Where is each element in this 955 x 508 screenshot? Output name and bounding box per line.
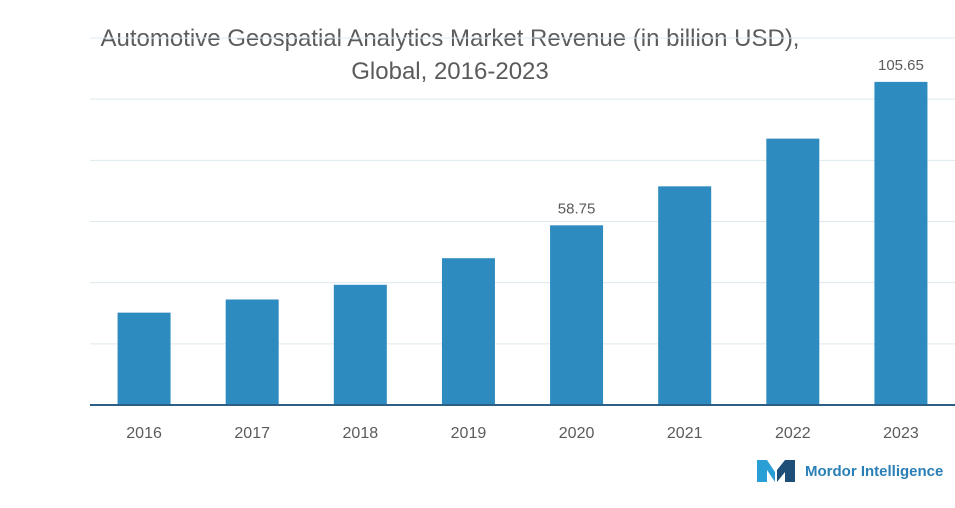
- mordor-logo-icon: [757, 460, 795, 482]
- bar-2023: [874, 81, 928, 405]
- brand-logo: Mordor Intelligence: [757, 458, 943, 484]
- x-tick-2023: 2023: [883, 425, 919, 442]
- data-label-2020: 58.75: [558, 200, 596, 217]
- x-tick-2022: 2022: [775, 425, 811, 442]
- gridlines: [90, 37, 955, 345]
- x-tick-2019: 2019: [451, 425, 487, 442]
- bars: [117, 81, 928, 405]
- bar-2021: [658, 186, 712, 405]
- bar-2022: [766, 138, 820, 405]
- x-tick-2018: 2018: [343, 425, 379, 442]
- x-tick-2017: 2017: [234, 425, 270, 442]
- bar-2016: [117, 312, 171, 405]
- data-label-2023: 105.65: [878, 57, 924, 74]
- bar-2017: [225, 299, 279, 405]
- x-tick-2016: 2016: [126, 425, 162, 442]
- bar-2019: [441, 258, 495, 405]
- bar-2020: [550, 225, 604, 405]
- chart-subtitle: Global, 2016-2023: [351, 58, 549, 85]
- bar-2018: [333, 284, 387, 405]
- data-labels: 58.75 105.65: [558, 57, 924, 217]
- x-tick-2021: 2021: [667, 425, 703, 442]
- brand-name: Mordor Intelligence: [805, 462, 944, 480]
- x-tick-labels: 2016 2017 2018 2019 2020 2021 2022 2023: [126, 425, 919, 442]
- x-tick-2020: 2020: [559, 425, 595, 442]
